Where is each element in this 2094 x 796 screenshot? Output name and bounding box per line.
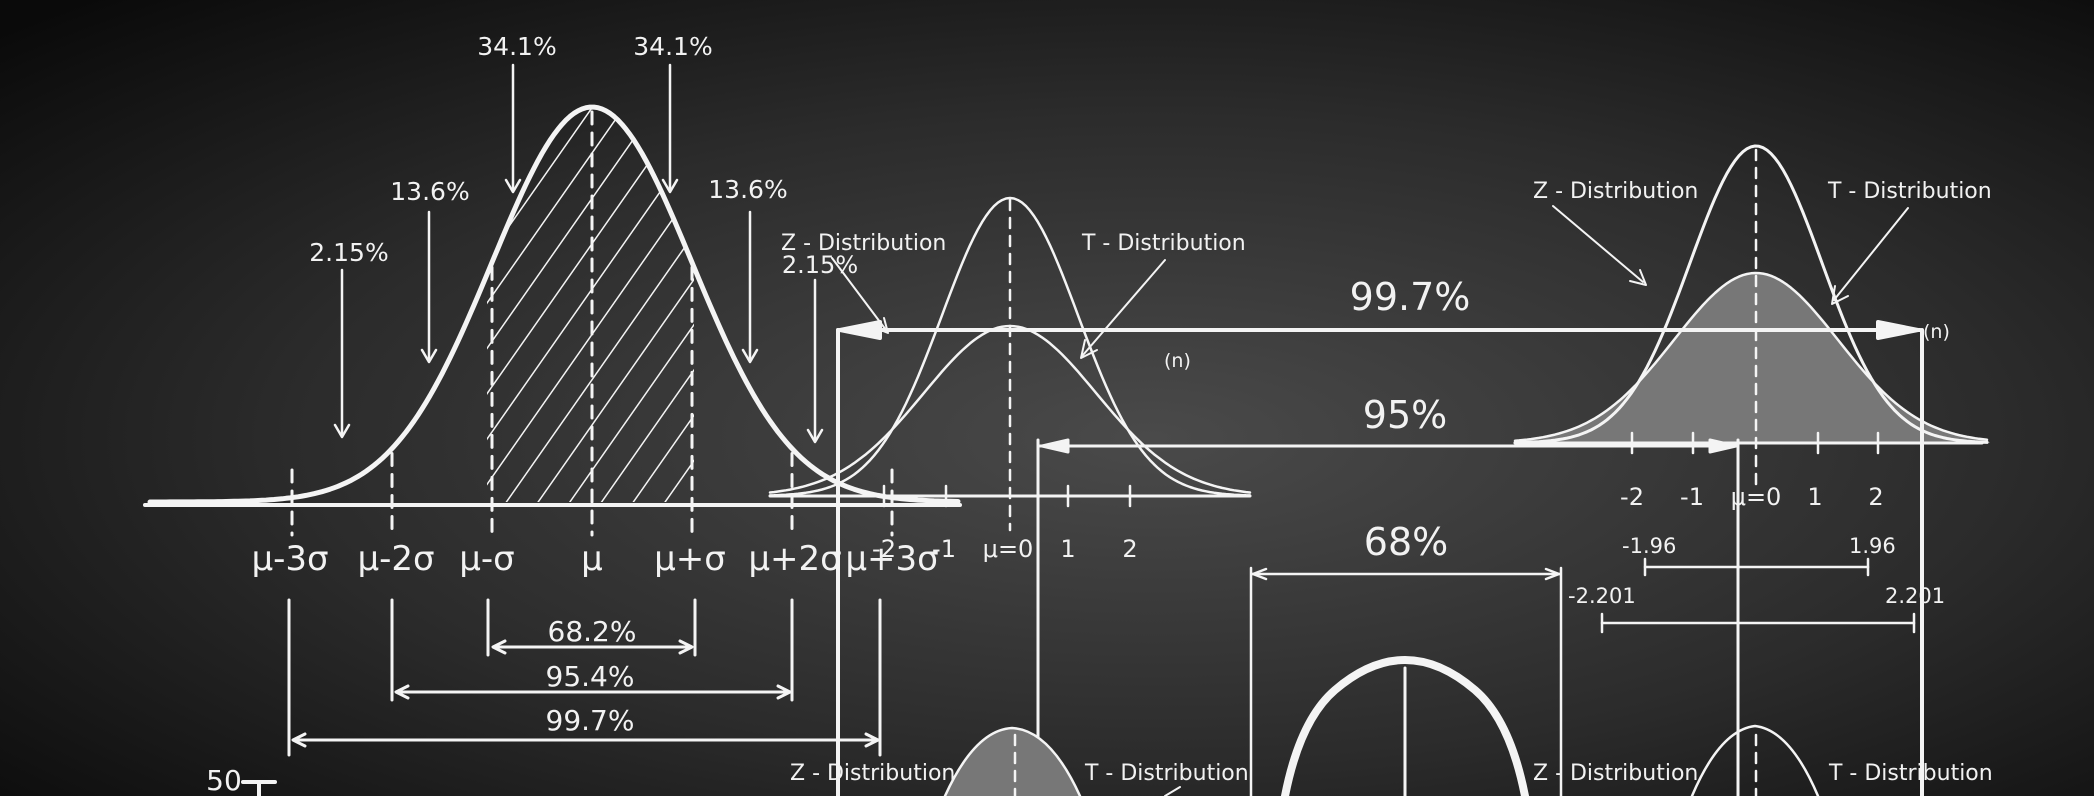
axis-label-minus-3sigma: μ-3σ (251, 539, 328, 579)
axis-label-plus-3sigma: μ+3σ (845, 539, 938, 579)
interval-label-95: 95% (1363, 393, 1447, 437)
callout-arrows (333, 63, 824, 444)
pct-label-left-tail: 2.15% (309, 238, 388, 267)
tick-label-2-right: 2 (1868, 483, 1883, 511)
axis-label-mu: μ (581, 539, 603, 579)
critical-value-brackets (1600, 557, 1916, 634)
range-label-95: 95.4% (546, 660, 635, 693)
interval-label-997: 99.7% (1350, 275, 1471, 319)
tick-label-m2-right: -2 (1620, 483, 1644, 511)
axis-label-minus-2sigma: μ-2σ (357, 539, 434, 579)
t-critical-right: 2.201 (1885, 584, 1945, 608)
tick-label-m1-middle: -1 (932, 535, 956, 563)
z-t-comparison-right: Z - Distribution T - Distribution (n) -2… (1513, 144, 1992, 634)
axis-label-minus-sigma: μ-σ (459, 539, 514, 579)
bottom-left-arrow (1164, 786, 1181, 796)
t-label-bottom-right: T - Distribution (1828, 761, 1993, 786)
tick-label-2-middle: 2 (1122, 535, 1137, 563)
right-ticks (1630, 431, 1880, 455)
interval-label-68: 68% (1364, 520, 1448, 564)
pct-label-right-mid: 13.6% (708, 175, 787, 204)
t-label-right: T - Distribution (1827, 179, 1992, 204)
z-t-comparison-bottom-right: Z - Distribution T - Distribution (1533, 724, 1993, 796)
scale-tick (241, 780, 277, 796)
range-label-997: 99.7% (546, 704, 635, 737)
interval-997-arrow (836, 320, 1924, 796)
interval-68-arrow (1249, 566, 1563, 796)
z-curve-middle (768, 196, 1252, 497)
scale-label: 50 (206, 764, 242, 796)
z-t-comparison-middle: Z - Distribution T - Distribution (n) -2… (768, 196, 1252, 563)
z-curve-right (1513, 144, 1989, 445)
bottom-left-curve (943, 726, 1082, 796)
z-label-bottom-right: Z - Distribution (1533, 761, 1698, 786)
tick-label-1-middle: 1 (1060, 535, 1075, 563)
range-label-68: 68.2% (548, 615, 637, 648)
z-label-right: Z - Distribution (1533, 179, 1698, 204)
bold-bell-curve (1281, 656, 1529, 796)
normal-curve (147, 104, 961, 505)
z-t-comparison-bottom-left: Z - Distribution T - Distribution (790, 726, 1249, 796)
z-label-middle: Z - Distribution (781, 231, 946, 256)
bottom-right-curve (1690, 724, 1820, 796)
tick-label-1-right: 1 (1807, 483, 1822, 511)
n-label-middle: (n) (1164, 350, 1191, 372)
n-label-right: (n) (1923, 321, 1950, 343)
z-critical-right: 1.96 (1849, 534, 1896, 558)
pct-label-right-center: 34.1% (633, 32, 712, 61)
range-brackets (287, 598, 882, 757)
t-label-middle: T - Distribution (1081, 231, 1246, 256)
pct-label-left-center: 34.1% (477, 32, 556, 61)
right-label-arrows (1552, 205, 1909, 305)
t-critical-left: -2.201 (1568, 584, 1636, 608)
t-label-bottom-left: T - Distribution (1084, 761, 1249, 786)
z-label-bottom-left: Z - Distribution (790, 761, 955, 786)
normal-distribution-diagram: 34.1% 34.1% 13.6% 13.6% 2.15% 2.15% μ-3σ… (143, 32, 962, 796)
axis-label-plus-sigma: μ+σ (654, 539, 726, 579)
confidence-intervals: 99.7% 95% 68% (836, 275, 1924, 796)
t-curve-right (1513, 271, 1989, 442)
pct-label-left-mid: 13.6% (390, 177, 469, 206)
axis-label-plus-2sigma: μ+2σ (748, 539, 841, 579)
z-critical-left: -1.96 (1622, 534, 1676, 558)
tick-label-m2-middle: -2 (872, 535, 896, 563)
t-shaded-area-right (1515, 273, 1990, 443)
tick-label-m1-right: -1 (1680, 483, 1704, 511)
middle-ticks (882, 484, 1132, 508)
tick-label-mu0-middle: μ=0 (983, 535, 1034, 563)
